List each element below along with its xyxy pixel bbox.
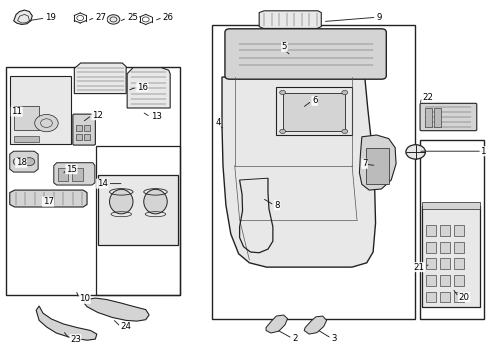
- Circle shape: [35, 114, 58, 132]
- Polygon shape: [36, 306, 97, 340]
- Circle shape: [341, 129, 347, 134]
- Bar: [419, 140, 483, 319]
- Bar: [453, 275, 463, 286]
- Text: 18: 18: [16, 158, 26, 167]
- Text: 15: 15: [66, 165, 77, 174]
- Text: 20: 20: [458, 292, 468, 302]
- Polygon shape: [74, 63, 126, 94]
- Bar: [282, 93, 344, 131]
- Text: 24: 24: [121, 323, 131, 331]
- Bar: [453, 292, 463, 302]
- Text: 7: 7: [361, 159, 366, 168]
- Bar: [276, 87, 351, 135]
- Bar: [58, 168, 68, 181]
- Polygon shape: [127, 68, 170, 108]
- Text: 11: 11: [11, 107, 22, 116]
- Polygon shape: [259, 11, 321, 28]
- Bar: [439, 292, 449, 302]
- Text: 17: 17: [42, 197, 53, 206]
- Bar: [426, 275, 435, 286]
- Polygon shape: [14, 10, 32, 24]
- Bar: [422, 202, 479, 209]
- Text: 4: 4: [215, 118, 220, 127]
- Polygon shape: [54, 163, 95, 185]
- FancyBboxPatch shape: [419, 103, 476, 131]
- Polygon shape: [10, 151, 38, 172]
- Bar: [84, 125, 90, 131]
- Polygon shape: [84, 298, 149, 321]
- Text: 3: 3: [331, 334, 336, 343]
- Bar: [453, 242, 463, 253]
- Bar: [425, 108, 431, 127]
- Bar: [96, 146, 180, 295]
- Ellipse shape: [143, 189, 167, 214]
- Text: 13: 13: [150, 112, 161, 121]
- Text: 26: 26: [163, 13, 173, 22]
- Bar: [422, 206, 479, 307]
- Polygon shape: [265, 315, 287, 333]
- FancyBboxPatch shape: [73, 114, 95, 145]
- Text: 8: 8: [274, 201, 279, 210]
- Polygon shape: [359, 135, 395, 190]
- Text: 12: 12: [92, 111, 102, 120]
- Text: 6: 6: [311, 96, 317, 105]
- Text: 23: 23: [70, 335, 81, 343]
- Text: 10: 10: [79, 294, 90, 303]
- Bar: [426, 258, 435, 269]
- Bar: [84, 134, 90, 140]
- Circle shape: [107, 15, 120, 24]
- Bar: [211, 25, 414, 319]
- Circle shape: [405, 145, 425, 159]
- Bar: [426, 292, 435, 302]
- Text: 21: 21: [413, 263, 424, 271]
- Bar: [453, 225, 463, 236]
- Bar: [426, 242, 435, 253]
- Circle shape: [13, 158, 24, 166]
- Bar: [439, 242, 449, 253]
- Bar: [14, 136, 39, 142]
- Polygon shape: [10, 190, 87, 207]
- Text: 5: 5: [281, 42, 286, 51]
- Circle shape: [24, 158, 35, 166]
- Text: 2: 2: [292, 334, 297, 343]
- Circle shape: [279, 90, 285, 95]
- Bar: [426, 225, 435, 236]
- Circle shape: [341, 90, 347, 95]
- Bar: [10, 76, 71, 144]
- Text: 27: 27: [95, 13, 106, 22]
- FancyBboxPatch shape: [224, 29, 386, 79]
- Text: 9: 9: [376, 13, 381, 22]
- Bar: [76, 125, 82, 131]
- Bar: [365, 148, 388, 184]
- Bar: [14, 106, 39, 130]
- Circle shape: [279, 129, 285, 134]
- Text: 14: 14: [97, 179, 107, 188]
- Bar: [439, 258, 449, 269]
- Text: 25: 25: [127, 13, 138, 22]
- Polygon shape: [222, 77, 375, 267]
- Text: 16: 16: [137, 83, 147, 91]
- Text: 19: 19: [45, 13, 56, 22]
- Bar: [439, 275, 449, 286]
- Text: 22: 22: [421, 93, 432, 102]
- Bar: [98, 175, 178, 245]
- Bar: [453, 258, 463, 269]
- Bar: [72, 168, 83, 181]
- Bar: [439, 225, 449, 236]
- Text: 1: 1: [479, 147, 485, 156]
- Bar: [433, 108, 440, 127]
- Ellipse shape: [109, 189, 133, 214]
- Polygon shape: [304, 316, 326, 334]
- Bar: [76, 134, 82, 140]
- Bar: [6, 67, 180, 295]
